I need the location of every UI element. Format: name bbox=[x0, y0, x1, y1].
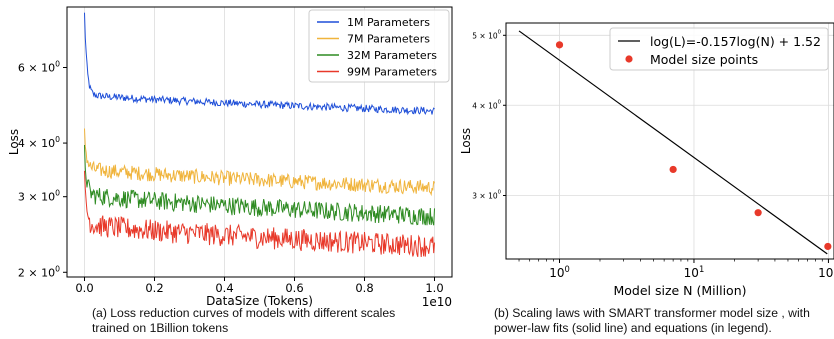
y-tick-label: 5 × 100 bbox=[472, 29, 501, 40]
series-lines bbox=[84, 12, 435, 258]
y-tick-label: 6 × 100 bbox=[18, 59, 60, 74]
legend-label: Model size points bbox=[650, 52, 758, 67]
x-axis-ticks: 0.0 0.2 0.4 0.6 0.8 1.0 bbox=[75, 277, 444, 295]
y-tick-label: 2 × 100 bbox=[18, 264, 60, 279]
x-tick-label: 101 bbox=[684, 264, 705, 280]
scatter-point bbox=[824, 242, 832, 251]
series-line bbox=[84, 12, 435, 116]
x-tick-label: 0.4 bbox=[215, 281, 233, 295]
legend: log(L)=-0.157log(N) + 1.52 Model size poi… bbox=[609, 27, 829, 71]
y-axis-ticks: 2 × 100 3 × 100 4 × 100 6 × 100 bbox=[18, 59, 67, 279]
x-tick-label: 1.0 bbox=[425, 281, 443, 295]
x-tick-label: 102 bbox=[818, 264, 834, 280]
caption-line: power-law fits (solid line) and equation… bbox=[494, 321, 772, 335]
plot-frame bbox=[66, 6, 453, 278]
x-axis-ticks: 100 101 102 bbox=[518, 259, 834, 280]
legend-swatch bbox=[625, 55, 633, 63]
x-axis-label: DataSize (Tokens) bbox=[206, 294, 313, 308]
x-tick-label: 0.8 bbox=[355, 281, 373, 295]
x-axis-label: Model size N (Million) bbox=[613, 283, 746, 298]
plot-frame bbox=[505, 22, 834, 260]
y-axis-label: Loss bbox=[7, 129, 21, 155]
y-tick-label: 4 × 100 bbox=[472, 99, 501, 110]
series-line bbox=[84, 128, 435, 197]
legend-box bbox=[308, 9, 450, 83]
y-axis-ticks: 3 × 100 4 × 100 5 × 100 bbox=[472, 29, 506, 200]
caption-line: trained on 1Billion tokens bbox=[92, 321, 229, 335]
y-tick-label: 3 × 100 bbox=[472, 189, 501, 200]
legend-label: 7M Parameters bbox=[347, 33, 430, 46]
series-line bbox=[84, 144, 435, 226]
scatter-point bbox=[669, 165, 677, 174]
caption-line: (a) Loss reduction curves of models with… bbox=[92, 306, 396, 320]
x-tick-label: 0.2 bbox=[145, 281, 163, 295]
legend-label: 1M Parameters bbox=[347, 16, 430, 29]
x-tick-label: 0.0 bbox=[75, 281, 93, 295]
x-tick-label: 0.6 bbox=[285, 281, 303, 295]
legend-box bbox=[609, 27, 829, 71]
x-axis-offset-label: 1e10 bbox=[422, 295, 452, 309]
fit-line bbox=[518, 30, 828, 255]
caption-b: (b) Scaling laws with SMART transformer … bbox=[494, 306, 834, 336]
y-tick-label: 3 × 100 bbox=[18, 189, 60, 204]
caption-line: (b) Scaling laws with SMART transformer … bbox=[494, 306, 810, 320]
scatter-point bbox=[754, 209, 762, 217]
scatter-points bbox=[555, 41, 832, 251]
y-axis-label: Loss bbox=[459, 128, 473, 154]
legend-label: 32M Parameters bbox=[347, 49, 437, 62]
x-tick-label: 100 bbox=[549, 264, 570, 280]
chart-scaling-law: 100 101 102 3 × 100 4 × 100 5 × 100 Model si… bbox=[459, 22, 834, 298]
chart-loss-curves: 0.0 0.2 0.4 0.6 0.8 1.0 2 × 100 3 × 100 4 × 100… bbox=[7, 6, 453, 309]
caption-a: (a) Loss reduction curves of models with… bbox=[92, 306, 452, 336]
legend-label: 99M Parameters bbox=[347, 66, 437, 79]
series-line bbox=[84, 170, 435, 258]
legend-label: log(L)=-0.157log(N) + 1.52 bbox=[650, 34, 821, 49]
fit-line bbox=[518, 30, 828, 255]
y-tick-label: 4 × 100 bbox=[18, 135, 60, 150]
legend: 1M Parameters 7M Parameters 32M Parameters… bbox=[308, 9, 450, 83]
scatter-point bbox=[555, 41, 564, 49]
